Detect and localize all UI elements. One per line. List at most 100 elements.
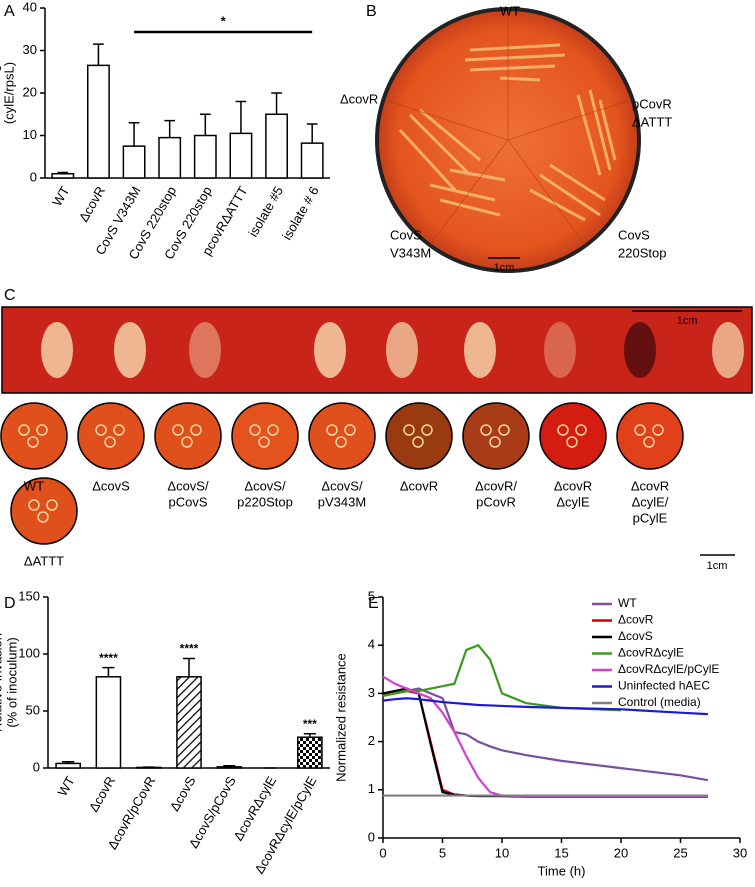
series-line	[382, 687, 709, 782]
colony	[326, 424, 338, 436]
plate-label: ΔcovR	[554, 478, 592, 493]
colony	[267, 424, 279, 436]
colony	[498, 424, 510, 436]
y-tick-label: 1	[368, 781, 375, 796]
colony-plate	[10, 477, 78, 545]
series-line	[382, 643, 622, 712]
panel-label: E	[368, 595, 379, 612]
colony-streak	[544, 322, 576, 378]
colony	[480, 424, 492, 436]
y-tick-label: 2	[368, 733, 375, 748]
error-bar	[128, 122, 140, 147]
plate-label: ΔcylE/	[632, 494, 669, 509]
colony	[557, 424, 569, 436]
significance-label: ***	[303, 717, 317, 731]
y-tick-label: 40	[23, 0, 37, 14]
colony	[412, 436, 424, 448]
colony	[344, 424, 356, 436]
x-tick-label: ΔcovS	[167, 773, 199, 813]
colony	[643, 436, 655, 448]
colony-plate	[231, 402, 299, 470]
plate-label: ΔcovS/	[321, 478, 363, 493]
y-tick-label: 5	[368, 588, 375, 603]
x-tick-label: 30	[733, 845, 747, 860]
scale-label: 1cm	[677, 315, 698, 327]
significance-label: *	[221, 13, 227, 28]
colony	[634, 424, 646, 436]
colony-plates	[0, 402, 684, 545]
bar	[55, 762, 81, 769]
x-tick-label: isolate #5	[245, 184, 286, 240]
plate-label: CovS	[390, 227, 422, 242]
colony	[190, 424, 202, 436]
colony	[258, 436, 270, 448]
colony	[46, 499, 58, 511]
plate-label: ΔcovS	[92, 478, 130, 493]
x-tick-label: 25	[673, 845, 687, 860]
x-tick-label: WT	[49, 184, 72, 209]
bar	[176, 676, 202, 769]
legend-label: ΔcovRΔcylE	[618, 646, 684, 660]
plate-label: pCovR	[476, 494, 516, 509]
y-tick-label: 0	[33, 759, 40, 774]
strip-colonies	[41, 322, 744, 378]
x-tick-label: ΔcovR	[86, 774, 118, 815]
panel-label: C	[4, 287, 16, 304]
plate-label: ΔATTT	[632, 114, 672, 129]
error-bar	[235, 100, 247, 134]
colony-plate	[0, 402, 68, 470]
legend-label: ΔcovR	[618, 613, 654, 627]
error-bar	[102, 666, 115, 677]
plate-label: ΔcovS/	[244, 478, 286, 493]
x-tick-label: 20	[614, 845, 628, 860]
panel-label: B	[366, 3, 377, 20]
legend-label: ΔcovRΔcylE/pCylE	[618, 662, 719, 676]
colony	[181, 436, 193, 448]
colony-streak	[464, 322, 496, 378]
colony-streak	[624, 322, 656, 378]
plate-label: ΔATTT	[24, 553, 64, 568]
y-tick-label: 10	[23, 127, 37, 142]
x-tick-label: 10	[495, 845, 509, 860]
error-bar	[303, 733, 316, 738]
error-bar	[57, 171, 69, 174]
x-tick-label: WT	[55, 774, 78, 799]
plate-label: WT	[500, 3, 520, 18]
significance-label: ****	[99, 651, 118, 665]
plate-label: V343M	[390, 245, 431, 260]
y-tick-label: 0	[368, 829, 375, 844]
x-axis-label: Time (h)	[538, 863, 586, 878]
colony-streak	[114, 322, 146, 378]
colony-plate	[308, 402, 376, 470]
legend-label: ΔcovS	[618, 629, 653, 643]
y-axis-label: (% of inoculum)	[4, 637, 19, 727]
plate-label: pCovS	[168, 494, 207, 509]
colony	[566, 436, 578, 448]
colony	[421, 424, 433, 436]
plate-label: ΔcovR	[340, 91, 378, 106]
y-tick-label: 20	[23, 84, 37, 99]
plate-label: ΔcovR	[400, 478, 438, 493]
colony	[249, 424, 261, 436]
legend-label: Control (media)	[618, 695, 701, 709]
colony	[18, 424, 30, 436]
error-bar	[164, 119, 176, 138]
colony	[652, 424, 664, 436]
legend-label: WT	[618, 596, 637, 610]
scale-label: 1cm	[494, 262, 515, 274]
bar	[51, 173, 75, 179]
x-tick-label: 15	[554, 845, 568, 860]
bar	[297, 736, 323, 769]
colony-streak	[189, 322, 221, 378]
colony	[113, 424, 125, 436]
y-tick-label: 3	[368, 685, 375, 700]
colony	[575, 424, 587, 436]
plate-label: p220Stop	[237, 494, 293, 509]
plate-label: ΔcovR	[631, 478, 669, 493]
colony-plate	[154, 402, 222, 470]
y-axis-label: (cylE/rpsL)	[1, 62, 16, 124]
colony-streak	[712, 322, 744, 378]
error-bar	[182, 657, 196, 677]
colony	[95, 424, 107, 436]
